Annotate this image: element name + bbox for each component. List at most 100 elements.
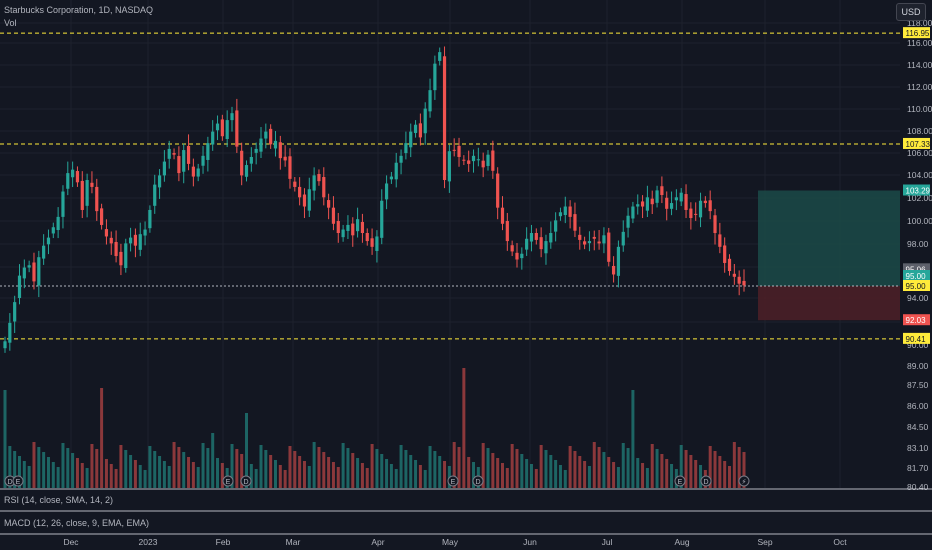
candle (597, 241, 601, 244)
event-markers[interactable]: D E E D E D E D ⚡ (4, 475, 750, 487)
candle (375, 236, 379, 251)
time-axis[interactable]: Dec 2023 Feb Mar Apr May Jun Jul Aug Sep Oct (63, 537, 847, 547)
volume-bar (491, 453, 495, 488)
candle (201, 155, 205, 166)
volume-bar (269, 455, 273, 488)
candle (607, 232, 611, 262)
candle (370, 238, 374, 247)
volume-bar (167, 466, 171, 488)
volume-bar (728, 466, 732, 488)
volume-bar (650, 444, 654, 488)
candle (133, 234, 138, 246)
volume-bar (138, 465, 142, 488)
candle (307, 189, 311, 211)
volume-bar (249, 464, 253, 488)
volume-bar (182, 452, 186, 488)
volume-bar (418, 465, 422, 488)
candle (42, 245, 46, 259)
candle (394, 162, 398, 180)
volume-bar (307, 466, 311, 488)
volume-bar (597, 447, 601, 488)
event-marker-glyph: D (7, 479, 12, 486)
candle (626, 215, 630, 228)
candle (737, 276, 741, 284)
candle (447, 151, 451, 182)
volume-bar (578, 456, 582, 488)
candle (114, 241, 118, 257)
event-marker-icon (12, 475, 24, 487)
candle (534, 233, 538, 240)
price-tag-label: 90.41 (906, 335, 927, 344)
candle (515, 252, 519, 260)
candle (22, 267, 26, 279)
volume-bar (206, 448, 210, 488)
volume-bar (100, 388, 104, 488)
candle (698, 200, 703, 218)
volume-bar (500, 463, 504, 488)
candle (331, 207, 336, 224)
price-tick-label: 100.00 (907, 216, 932, 226)
event-marker-glyph: D (243, 479, 248, 486)
candle (259, 138, 263, 152)
volume-bar (196, 467, 200, 488)
volume-bar (177, 447, 181, 488)
volume-bar (481, 443, 485, 488)
volume-bar (549, 455, 553, 488)
candle (196, 168, 200, 177)
candle (462, 159, 466, 161)
volume-bar (423, 470, 427, 488)
volume-bar (312, 442, 316, 488)
candle (418, 123, 422, 138)
candle (71, 169, 75, 178)
candle (3, 341, 7, 349)
volume-bar (713, 451, 717, 488)
candle (51, 227, 55, 234)
candle (143, 229, 147, 236)
price-tick-label: 102.00 (907, 193, 932, 203)
candle (104, 229, 109, 237)
candle (616, 246, 621, 276)
candle (694, 213, 698, 215)
price-tick-label: 94.00 (907, 293, 929, 303)
volume-bar (684, 450, 688, 488)
volume-bar (583, 461, 587, 488)
candle (273, 140, 278, 149)
candle (583, 241, 587, 245)
candle (645, 197, 649, 211)
position-tool[interactable] (758, 190, 900, 321)
volume-legend[interactable]: Vol (4, 18, 17, 28)
candle (703, 200, 707, 204)
volume-bar (370, 444, 374, 488)
candle (428, 90, 432, 112)
candle (423, 108, 427, 134)
volume-bar (520, 454, 524, 488)
price-tick-label: 90.00 (907, 340, 929, 350)
horizontal-levels[interactable] (0, 32, 900, 340)
macd-legend[interactable]: MACD (12, 26, close, 9, EMA, EMA) (4, 518, 150, 528)
volume-bar (665, 459, 669, 488)
candle (225, 120, 229, 140)
volume-bar (264, 450, 268, 488)
candle (669, 203, 674, 209)
candle (742, 280, 746, 286)
candle (409, 131, 413, 148)
candle (433, 63, 437, 91)
event-marker-glyph: E (16, 479, 21, 486)
volume-bar (689, 455, 693, 488)
currency-badge[interactable]: USD (896, 3, 926, 21)
volume-bar (404, 450, 408, 488)
volume-bar (385, 459, 389, 488)
price-tick-label: 87.50 (907, 380, 929, 390)
candle (327, 200, 331, 208)
volume-bar (631, 390, 635, 488)
volume-bar (148, 446, 152, 488)
symbol-title[interactable]: Starbucks Corporation, 1D, NASDAQ (4, 5, 154, 15)
volume-bar (153, 451, 157, 488)
volume-bar (409, 455, 413, 488)
candle (32, 262, 36, 282)
candle (360, 221, 365, 234)
rsi-legend[interactable]: RSI (14, close, SMA, 14, 2) (4, 495, 114, 505)
volume-bar (129, 455, 133, 488)
volume-bar (201, 443, 205, 488)
